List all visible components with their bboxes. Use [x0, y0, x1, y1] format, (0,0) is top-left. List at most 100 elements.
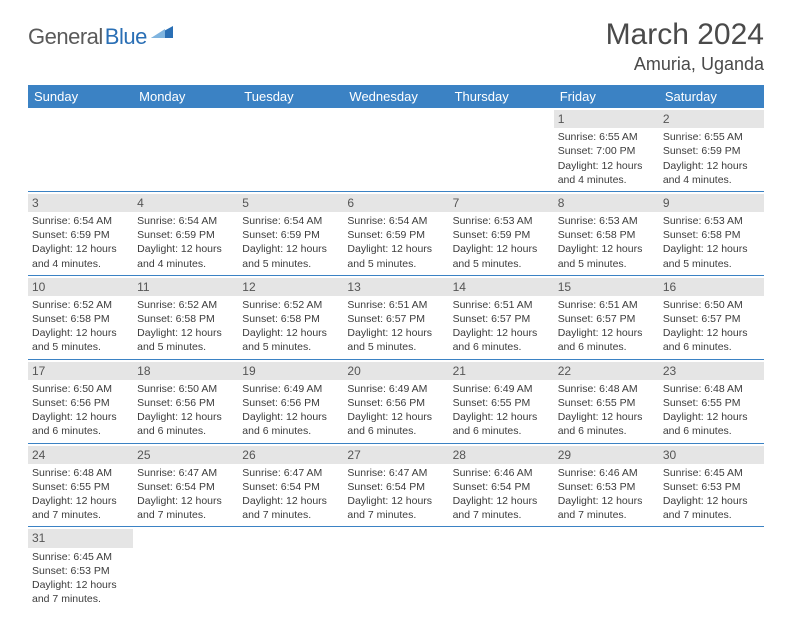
daylight-text: Daylight: 12 hours: [242, 326, 339, 340]
sunrise-text: Sunrise: 6:45 AM: [663, 466, 760, 480]
day-number: 30: [659, 446, 764, 464]
sunset-text: Sunset: 6:53 PM: [663, 480, 760, 494]
daylight-text: Daylight: 12 hours: [558, 242, 655, 256]
daylight-text: and 6 minutes.: [558, 424, 655, 438]
day-number: [343, 529, 448, 547]
sunset-text: Sunset: 6:55 PM: [453, 396, 550, 410]
calendar-cell: 1Sunrise: 6:55 AMSunset: 7:00 PMDaylight…: [554, 108, 659, 191]
calendar-cell: 28Sunrise: 6:46 AMSunset: 6:54 PMDayligh…: [449, 443, 554, 527]
calendar-week: 31Sunrise: 6:45 AMSunset: 6:53 PMDayligh…: [28, 527, 764, 610]
sunrise-text: Sunrise: 6:55 AM: [663, 130, 760, 144]
daylight-text: and 6 minutes.: [663, 424, 760, 438]
sunset-text: Sunset: 6:58 PM: [242, 312, 339, 326]
day-number: [343, 110, 448, 128]
day-number: 3: [28, 194, 133, 212]
daylight-text: Daylight: 12 hours: [347, 494, 444, 508]
sunrise-text: Sunrise: 6:53 AM: [558, 214, 655, 228]
logo-text-blue: Blue: [105, 24, 147, 50]
sunrise-text: Sunrise: 6:48 AM: [32, 466, 129, 480]
daylight-text: and 5 minutes.: [32, 340, 129, 354]
daylight-text: and 6 minutes.: [137, 424, 234, 438]
calendar-week: 3Sunrise: 6:54 AMSunset: 6:59 PMDaylight…: [28, 191, 764, 275]
calendar-cell: 15Sunrise: 6:51 AMSunset: 6:57 PMDayligh…: [554, 275, 659, 359]
day-header: Tuesday: [238, 85, 343, 108]
day-number: 15: [554, 278, 659, 296]
sunset-text: Sunset: 6:56 PM: [347, 396, 444, 410]
day-number: 18: [133, 362, 238, 380]
daylight-text: and 5 minutes.: [347, 257, 444, 271]
calendar-cell: 30 Sunrise: 6:45 AMSunset: 6:53 PMDayligh…: [659, 443, 764, 527]
daylight-text: and 6 minutes.: [558, 340, 655, 354]
calendar-cell: 27Sunrise: 6:47 AMSunset: 6:54 PMDayligh…: [343, 443, 448, 527]
daylight-text: and 5 minutes.: [663, 257, 760, 271]
sunrise-text: Sunrise: 6:52 AM: [32, 298, 129, 312]
day-number: 24: [28, 446, 133, 464]
daylight-text: Daylight: 12 hours: [347, 410, 444, 424]
day-number: 31: [28, 529, 133, 547]
sunset-text: Sunset: 6:54 PM: [347, 480, 444, 494]
day-number: 6: [343, 194, 448, 212]
month-title: March 2024: [606, 18, 764, 52]
calendar-week: 17Sunrise: 6:50 AMSunset: 6:56 PMDayligh…: [28, 359, 764, 443]
sunset-text: Sunset: 6:59 PM: [347, 228, 444, 242]
calendar-cell: 17Sunrise: 6:50 AMSunset: 6:56 PMDayligh…: [28, 359, 133, 443]
sunset-text: Sunset: 6:59 PM: [32, 228, 129, 242]
daylight-text: and 6 minutes.: [242, 424, 339, 438]
daylight-text: and 7 minutes.: [137, 508, 234, 522]
sunset-text: Sunset: 6:56 PM: [242, 396, 339, 410]
calendar-cell: [133, 108, 238, 191]
calendar-cell: [449, 527, 554, 610]
daylight-text: Daylight: 12 hours: [32, 326, 129, 340]
calendar-cell: 11Sunrise: 6:52 AMSunset: 6:58 PMDayligh…: [133, 275, 238, 359]
day-number: [238, 110, 343, 128]
day-number: 16: [659, 278, 764, 296]
logo: GeneralBlue: [28, 24, 175, 50]
calendar-cell: 2Sunrise: 6:55 AMSunset: 6:59 PMDaylight…: [659, 108, 764, 191]
day-number: [238, 529, 343, 547]
sunrise-text: Sunrise: 6:46 AM: [453, 466, 550, 480]
calendar-cell: [554, 527, 659, 610]
day-number: 20: [343, 362, 448, 380]
sunset-text: Sunset: 6:59 PM: [663, 144, 760, 158]
daylight-text: Daylight: 12 hours: [663, 242, 760, 256]
sunrise-text: Sunrise: 6:47 AM: [242, 466, 339, 480]
daylight-text: and 5 minutes.: [242, 340, 339, 354]
daylight-text: Daylight: 12 hours: [558, 159, 655, 173]
calendar-cell: 14Sunrise: 6:51 AMSunset: 6:57 PMDayligh…: [449, 275, 554, 359]
daylight-text: and 6 minutes.: [663, 340, 760, 354]
sunset-text: Sunset: 6:54 PM: [242, 480, 339, 494]
calendar-cell: 13Sunrise: 6:51 AMSunset: 6:57 PMDayligh…: [343, 275, 448, 359]
calendar-cell: [343, 527, 448, 610]
calendar-head: SundayMondayTuesdayWednesdayThursdayFrid…: [28, 85, 764, 108]
sunset-text: Sunset: 6:57 PM: [453, 312, 550, 326]
sunset-text: Sunset: 6:57 PM: [663, 312, 760, 326]
calendar-cell: 10Sunrise: 6:52 AMSunset: 6:58 PMDayligh…: [28, 275, 133, 359]
calendar-cell: [449, 108, 554, 191]
daylight-text: and 6 minutes.: [32, 424, 129, 438]
day-header: Saturday: [659, 85, 764, 108]
day-number: 22: [554, 362, 659, 380]
daylight-text: Daylight: 12 hours: [32, 242, 129, 256]
calendar-cell: 22Sunrise: 6:48 AMSunset: 6:55 PMDayligh…: [554, 359, 659, 443]
calendar-cell: 7Sunrise: 6:53 AMSunset: 6:59 PMDaylight…: [449, 191, 554, 275]
daylight-text: Daylight: 12 hours: [453, 326, 550, 340]
sunset-text: Sunset: 6:54 PM: [137, 480, 234, 494]
daylight-text: and 6 minutes.: [453, 340, 550, 354]
sunrise-text: Sunrise: 6:49 AM: [453, 382, 550, 396]
daylight-text: and 7 minutes.: [558, 508, 655, 522]
calendar-cell: [238, 527, 343, 610]
daylight-text: Daylight: 12 hours: [663, 494, 760, 508]
sunset-text: Sunset: 6:53 PM: [558, 480, 655, 494]
sunrise-text: Sunrise: 6:53 AM: [663, 214, 760, 228]
calendar-cell: 21Sunrise: 6:49 AMSunset: 6:55 PMDayligh…: [449, 359, 554, 443]
daylight-text: Daylight: 12 hours: [242, 410, 339, 424]
sunrise-text: Sunrise: 6:50 AM: [137, 382, 234, 396]
sunset-text: Sunset: 6:59 PM: [137, 228, 234, 242]
day-number: [28, 110, 133, 128]
day-number: 23: [659, 362, 764, 380]
daylight-text: and 7 minutes.: [32, 508, 129, 522]
page: GeneralBlue March 2024 Amuria, Uganda Su…: [0, 0, 792, 628]
day-number: [554, 529, 659, 547]
sunrise-text: Sunrise: 6:49 AM: [242, 382, 339, 396]
day-number: 5: [238, 194, 343, 212]
